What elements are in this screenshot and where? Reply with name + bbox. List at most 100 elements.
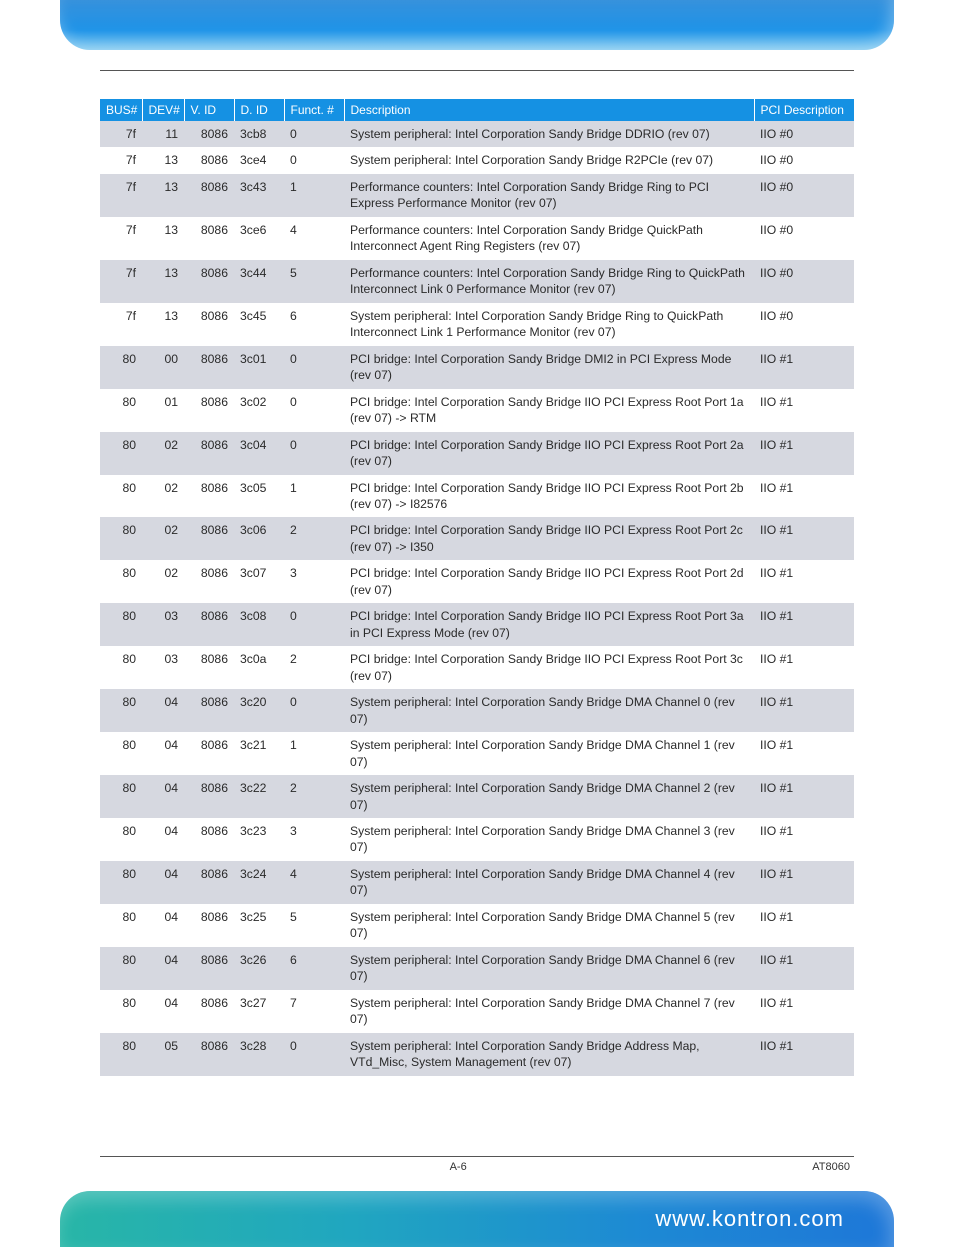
cell-dev: 01 (142, 389, 184, 432)
cell-did: 3ce6 (234, 217, 284, 260)
cell-desc: PCI bridge: Intel Corporation Sandy Brid… (344, 389, 754, 432)
table-row: 7f1180863cb80System peripheral: Intel Co… (100, 121, 854, 147)
cell-vid: 8086 (184, 121, 234, 147)
cell-desc: PCI bridge: Intel Corporation Sandy Brid… (344, 560, 754, 603)
cell-did: 3c05 (234, 475, 284, 518)
cell-funct: 5 (284, 904, 344, 947)
table-row: 800280863c062PCI bridge: Intel Corporati… (100, 517, 854, 560)
cell-bus: 80 (100, 517, 142, 560)
cell-did: 3c45 (234, 303, 284, 346)
cell-dev: 03 (142, 603, 184, 646)
cell-desc: PCI bridge: Intel Corporation Sandy Brid… (344, 432, 754, 475)
cell-pci: IIO #1 (754, 732, 854, 775)
cell-desc: Performance counters: Intel Corporation … (344, 260, 754, 303)
cell-pci: IIO #1 (754, 346, 854, 389)
cell-funct: 1 (284, 732, 344, 775)
cell-pci: IIO #1 (754, 603, 854, 646)
cell-vid: 8086 (184, 904, 234, 947)
page-content: BUS# DEV# V. ID D. ID Funct. # Descripti… (0, 50, 954, 1076)
cell-bus: 80 (100, 346, 142, 389)
cell-vid: 8086 (184, 603, 234, 646)
cell-pci: IIO #1 (754, 775, 854, 818)
cell-pci: IIO #0 (754, 303, 854, 346)
cell-desc: System peripheral: Intel Corporation San… (344, 732, 754, 775)
cell-dev: 13 (142, 260, 184, 303)
cell-bus: 7f (100, 147, 142, 173)
cell-funct: 0 (284, 432, 344, 475)
cell-funct: 2 (284, 775, 344, 818)
cell-desc: PCI bridge: Intel Corporation Sandy Brid… (344, 517, 754, 560)
cell-vid: 8086 (184, 947, 234, 990)
cell-desc: System peripheral: Intel Corporation San… (344, 1033, 754, 1076)
cell-bus: 80 (100, 990, 142, 1033)
table-row: 800080863c010PCI bridge: Intel Corporati… (100, 346, 854, 389)
cell-vid: 8086 (184, 260, 234, 303)
cell-bus: 7f (100, 121, 142, 147)
cell-bus: 80 (100, 775, 142, 818)
cell-funct: 6 (284, 947, 344, 990)
cell-bus: 80 (100, 732, 142, 775)
cell-did: 3c07 (234, 560, 284, 603)
cell-dev: 03 (142, 646, 184, 689)
cell-desc: System peripheral: Intel Corporation San… (344, 303, 754, 346)
table-row: 800280863c040PCI bridge: Intel Corporati… (100, 432, 854, 475)
cell-did: 3c24 (234, 861, 284, 904)
col-header-vid: V. ID (184, 99, 234, 121)
website-url: www.kontron.com (655, 1206, 844, 1232)
cell-desc: System peripheral: Intel Corporation San… (344, 147, 754, 173)
table-row: 800480863c222System peripheral: Intel Co… (100, 775, 854, 818)
cell-funct: 0 (284, 346, 344, 389)
cell-desc: PCI bridge: Intel Corporation Sandy Brid… (344, 603, 754, 646)
cell-did: 3c06 (234, 517, 284, 560)
footer-line: A-6 AT8060 (100, 1161, 854, 1191)
cell-funct: 2 (284, 517, 344, 560)
table-row: 800480863c233System peripheral: Intel Co… (100, 818, 854, 861)
cell-did: 3c23 (234, 818, 284, 861)
table-row: 7f1380863ce64Performance counters: Intel… (100, 217, 854, 260)
cell-bus: 80 (100, 861, 142, 904)
cell-bus: 80 (100, 689, 142, 732)
cell-funct: 5 (284, 260, 344, 303)
cell-dev: 04 (142, 818, 184, 861)
cell-vid: 8086 (184, 432, 234, 475)
cell-pci: IIO #1 (754, 861, 854, 904)
cell-dev: 13 (142, 217, 184, 260)
cell-pci: IIO #1 (754, 904, 854, 947)
table-row: 7f1380863c431Performance counters: Intel… (100, 174, 854, 217)
col-header-did: D. ID (234, 99, 284, 121)
cell-funct: 0 (284, 689, 344, 732)
col-header-desc: Description (344, 99, 754, 121)
cell-vid: 8086 (184, 174, 234, 217)
cell-did: 3c25 (234, 904, 284, 947)
page-footer-area: A-6 AT8060 (0, 1076, 954, 1191)
cell-did: 3c01 (234, 346, 284, 389)
cell-vid: 8086 (184, 732, 234, 775)
cell-funct: 0 (284, 121, 344, 147)
cell-vid: 8086 (184, 147, 234, 173)
table-row: 800480863c266System peripheral: Intel Co… (100, 947, 854, 990)
cell-funct: 0 (284, 389, 344, 432)
cell-bus: 80 (100, 904, 142, 947)
top-rule (100, 70, 854, 71)
cell-pci: IIO #1 (754, 818, 854, 861)
table-row: 800480863c277System peripheral: Intel Co… (100, 990, 854, 1033)
cell-funct: 4 (284, 861, 344, 904)
cell-pci: IIO #0 (754, 174, 854, 217)
cell-desc: Performance counters: Intel Corporation … (344, 174, 754, 217)
cell-bus: 80 (100, 560, 142, 603)
table-row: 800480863c200System peripheral: Intel Co… (100, 689, 854, 732)
cell-bus: 80 (100, 389, 142, 432)
cell-dev: 04 (142, 775, 184, 818)
cell-funct: 6 (284, 303, 344, 346)
cell-bus: 7f (100, 303, 142, 346)
cell-did: 3c22 (234, 775, 284, 818)
cell-vid: 8086 (184, 389, 234, 432)
cell-pci: IIO #1 (754, 432, 854, 475)
table-row: 7f1380863ce40System peripheral: Intel Co… (100, 147, 854, 173)
cell-dev: 05 (142, 1033, 184, 1076)
cell-bus: 80 (100, 947, 142, 990)
cell-did: 3c21 (234, 732, 284, 775)
cell-pci: IIO #1 (754, 689, 854, 732)
cell-vid: 8086 (184, 646, 234, 689)
cell-vid: 8086 (184, 1033, 234, 1076)
